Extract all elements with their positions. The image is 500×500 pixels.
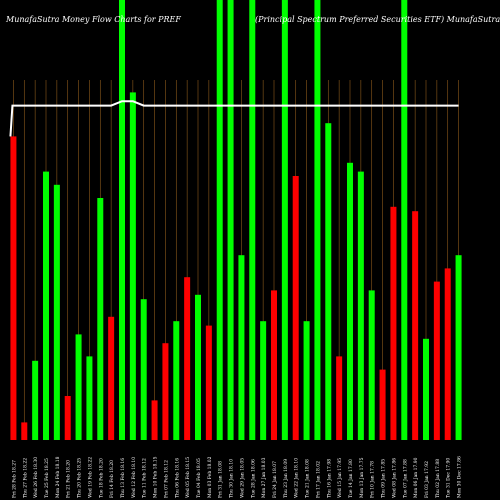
x-tick-label: Thu 16 Jan 17.98 xyxy=(326,459,332,498)
bar-up xyxy=(249,0,256,440)
x-tick-label: Fri 14 Feb 18.20 xyxy=(109,460,115,498)
bar-down xyxy=(433,281,440,440)
x-tick-label: Fri 21 Feb 18.20 xyxy=(66,460,72,498)
x-tick-label: Thu 06 Feb 18.16 xyxy=(174,458,180,498)
bar-down xyxy=(379,369,386,440)
bar-up xyxy=(75,334,82,440)
bar-down xyxy=(162,343,169,440)
x-tick-label: Wed 26 Feb 18.30 xyxy=(33,457,39,498)
x-tick-label: Fri 31 Jan 18.08 xyxy=(218,461,224,498)
bar-down xyxy=(21,422,28,440)
bar-down xyxy=(184,277,191,440)
bar-up xyxy=(325,123,332,440)
bar-up xyxy=(195,294,201,440)
bar-up xyxy=(423,338,429,440)
x-tick-label: Thu 09 Jan 17.85 xyxy=(381,459,387,498)
x-tick-label: Wed 15 Jan 17.95 xyxy=(337,458,343,498)
x-tick-label: Mon 13 Jan 17.75 xyxy=(359,457,365,498)
x-tick-label: Mon 10 Feb 18.15 xyxy=(153,456,159,498)
x-tick-label: Fri 10 Jan 17.78 xyxy=(370,461,376,498)
bar-down xyxy=(151,400,158,440)
bar-up xyxy=(314,0,321,440)
bar-up xyxy=(129,92,136,441)
x-tick-label: Tue 14 Jan 17.80 xyxy=(348,459,354,498)
bar-down xyxy=(444,268,451,440)
bar-up xyxy=(216,0,223,440)
x-tick-label: Tue 04 Feb 18.05 xyxy=(196,458,202,498)
x-tick-label: Fri 07 Feb 18.12 xyxy=(163,460,169,498)
bar-up xyxy=(97,198,104,440)
x-tick-label: Thu 20 Feb 18.25 xyxy=(77,458,83,498)
x-tick-label: Wed 22 Jan 18.10 xyxy=(294,458,300,498)
x-tick-label: Tue 28 Jan 18.06 xyxy=(250,459,256,498)
x-tick-label: Thu 30 Jan 18.10 xyxy=(229,459,235,498)
bar-down xyxy=(271,290,277,440)
bar-up xyxy=(32,360,39,440)
x-tick-label: Tue 18 Feb 18.20 xyxy=(98,458,104,498)
chart-title: MunafaSutra Money Flow Charts for PREF xyxy=(5,15,181,24)
bar-up xyxy=(368,290,375,440)
bar-up xyxy=(401,0,408,440)
chart-subtitle: (Principal Spectrum Preferred Securities… xyxy=(255,15,500,24)
bar-up xyxy=(86,356,93,440)
x-tick-label: Thu 27 Feb 18.22 xyxy=(22,458,28,498)
bar-up xyxy=(281,0,288,440)
x-tick-labels: Fri 28 Feb 18.27 Thu 27 Feb 18.22 Wed 26 F… xyxy=(11,456,462,498)
x-tick-label: Fri 03 Jan 17.92 xyxy=(424,461,430,498)
bar-down xyxy=(412,211,419,440)
x-tick-label: Mon 03 Feb 18.02 xyxy=(207,456,213,498)
price-line xyxy=(9,100,459,137)
bar-down xyxy=(64,396,71,440)
x-tick-label: Tue 11 Feb 18.12 xyxy=(142,458,148,498)
bar-down xyxy=(10,136,17,440)
x-tick-label: Tue 31 Dec 17.90 xyxy=(446,458,452,498)
bar-down xyxy=(390,206,397,440)
x-tick-label: Tue 07 Jan 17.88 xyxy=(402,459,408,498)
x-tick-label: Tue 25 Feb 18.25 xyxy=(44,458,50,498)
x-tick-label: Fri 28 Feb 18.27 xyxy=(11,460,17,498)
bar-down xyxy=(108,316,115,440)
x-tick-label: Thu 23 Jan 18.09 xyxy=(283,459,289,498)
x-tick-label: Fri 24 Jan 18.07 xyxy=(272,461,278,498)
bar-up xyxy=(140,299,147,440)
bar-up xyxy=(238,255,245,440)
bar-up xyxy=(455,255,462,440)
bar-up xyxy=(357,171,364,440)
x-tick-label: Wed 08 Jan 17.86 xyxy=(391,458,397,498)
x-tick-label: Thu 13 Feb 18.16 xyxy=(120,458,126,498)
x-tick-label: Wed 29 Jan 18.05 xyxy=(239,458,245,498)
x-tick-label: Tue 21 Jan 18.08 xyxy=(305,459,311,498)
bar-up xyxy=(53,184,60,440)
bars xyxy=(10,0,462,441)
bar-up xyxy=(260,321,267,440)
bar-down xyxy=(336,356,343,440)
x-tick-label: Fri 17 Jan 18.02 xyxy=(315,461,321,498)
bar-up xyxy=(43,171,49,440)
bar-up xyxy=(303,321,310,440)
x-tick-label: Wed 12 Feb 18.10 xyxy=(131,457,137,498)
x-tick-label: Thu 02 Jan 17.88 xyxy=(435,459,441,498)
price-line-group xyxy=(9,100,459,137)
bar-up xyxy=(347,162,353,441)
bar-up xyxy=(227,0,234,440)
x-tick-label: Wed 05 Feb 18.15 xyxy=(185,457,191,498)
x-tick-label: Wed 19 Feb 18.22 xyxy=(87,457,93,498)
bar-up xyxy=(119,0,125,440)
bar-up xyxy=(173,321,180,440)
bar-down xyxy=(205,325,212,440)
x-tick-label: Mon 06 Jan 17.90 xyxy=(413,457,419,498)
x-tick-label: Mon 27 Jan 18.03 xyxy=(261,457,267,498)
x-tick-label: Mon 24 Feb 18.18 xyxy=(55,456,61,498)
x-tick-label: Mon 30 Dec 17.86 xyxy=(457,456,463,498)
bar-down xyxy=(292,176,299,440)
